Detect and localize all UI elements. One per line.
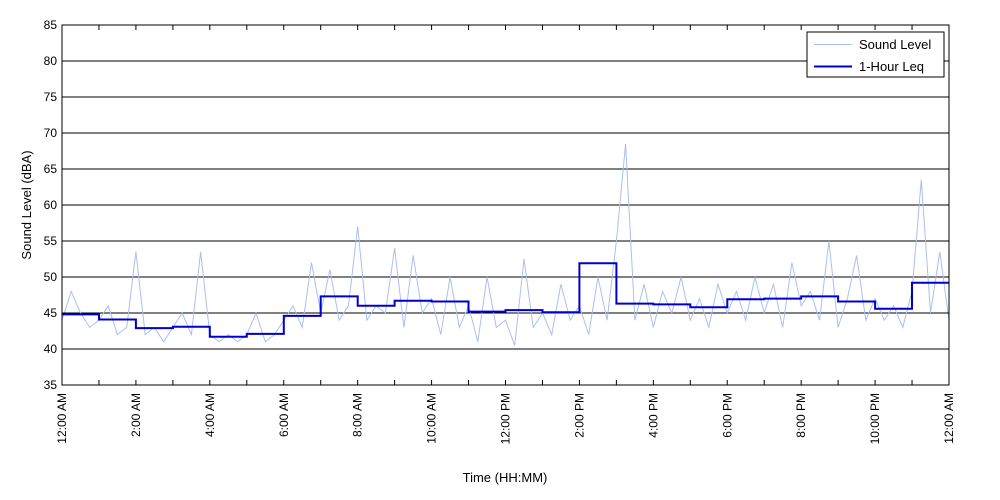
x-tick-label: 4:00 PM <box>646 393 660 438</box>
y-tick-labels: 35 40 45 50 55 60 65 70 75 80 85 <box>44 18 58 392</box>
x-tick-label: 6:00 PM <box>720 393 734 438</box>
y-tick-label: 75 <box>44 90 58 104</box>
x-tick-label: 6:00 AM <box>277 393 291 437</box>
leq-series <box>62 262 949 338</box>
y-tick-label: 60 <box>44 198 58 212</box>
leq-step-line <box>62 262 949 338</box>
y-tick-label: 40 <box>44 342 58 356</box>
legend-label-sound-level: Sound Level <box>859 37 931 52</box>
y-tick-label: 35 <box>44 378 58 392</box>
x-tick-label: 8:00 AM <box>351 393 365 437</box>
y-tick-label: 45 <box>44 306 58 320</box>
legend: Sound Level 1-Hour Leq <box>806 31 945 78</box>
x-tick-label: 2:00 AM <box>129 393 143 437</box>
x-tick-label: 12:00 AM <box>55 393 69 444</box>
x-tick-label: 2:00 PM <box>572 393 586 438</box>
x-tick-label: 10:00 AM <box>425 393 439 444</box>
x-tick-label: 8:00 PM <box>794 393 808 438</box>
y-tick-label: 85 <box>44 18 58 32</box>
y-tick-label: 50 <box>44 270 58 284</box>
axis-ticks <box>61 24 950 386</box>
gridlines <box>62 60 949 350</box>
x-tick-label: 10:00 PM <box>868 393 882 444</box>
y-tick-label: 65 <box>44 162 58 176</box>
y-tick-label: 70 <box>44 126 58 140</box>
legend-box <box>806 31 945 78</box>
y-axis-title: Sound Level (dBA) <box>19 150 34 259</box>
y-tick-label: 80 <box>44 54 58 68</box>
x-tick-label: 4:00 AM <box>203 393 217 437</box>
x-tick-label: 12:00 PM <box>499 393 513 444</box>
x-tick-label: 12:00 AM <box>942 393 956 444</box>
x-tick-labels: 12:00 AM 2:00 AM 4:00 AM 6:00 AM 8:00 AM 10:0… <box>55 393 956 444</box>
x-axis-title: Time (HH:MM) <box>463 470 548 485</box>
y-tick-label: 55 <box>44 234 58 248</box>
legend-label-leq: 1-Hour Leq <box>859 59 924 74</box>
